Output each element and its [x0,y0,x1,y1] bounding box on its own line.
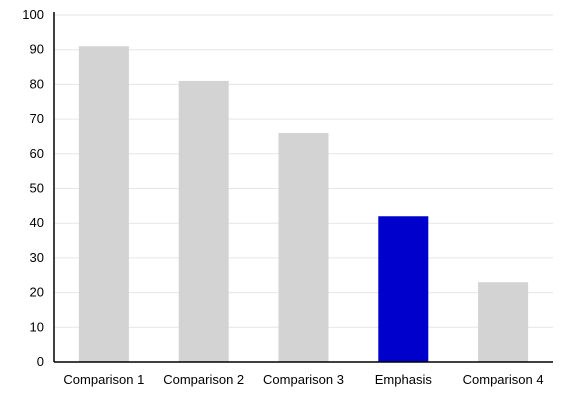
y-tick-labels: 0 10 20 30 40 50 60 70 80 90 100 [22,7,44,369]
x-tick-label-0: Comparison 1 [63,372,144,387]
axes [53,12,553,363]
bars [78,46,529,363]
bar-comparison-2 [178,80,229,363]
bar-emphasis [378,216,429,362]
y-tick-label-3: 30 [30,250,44,265]
y-tick-label-7: 70 [30,111,44,126]
y-tick-label-5: 50 [30,181,44,196]
y-tick-label-2: 20 [30,285,44,300]
bar-comparison-1 [78,46,129,362]
x-tick-label-3: Emphasis [375,372,433,387]
bar-comparison-3 [278,132,329,362]
x-tick-labels: Comparison 1 Comparison 2 Comparison 3 Emph… [63,372,543,387]
y-tick-label-1: 10 [30,319,44,334]
x-tick-label-1: Comparison 2 [163,372,244,387]
y-tick-label-9: 90 [30,42,44,57]
y-tick-label-6: 60 [30,146,44,161]
y-tick-label-8: 80 [30,76,44,91]
y-tick-label-4: 40 [30,215,44,230]
x-tick-label-4: Comparison 4 [463,372,544,387]
y-tick-label-0: 0 [37,354,44,369]
bar-comparison-4 [478,282,529,362]
x-tick-label-2: Comparison 3 [263,372,344,387]
y-tick-label-10: 100 [22,7,44,22]
